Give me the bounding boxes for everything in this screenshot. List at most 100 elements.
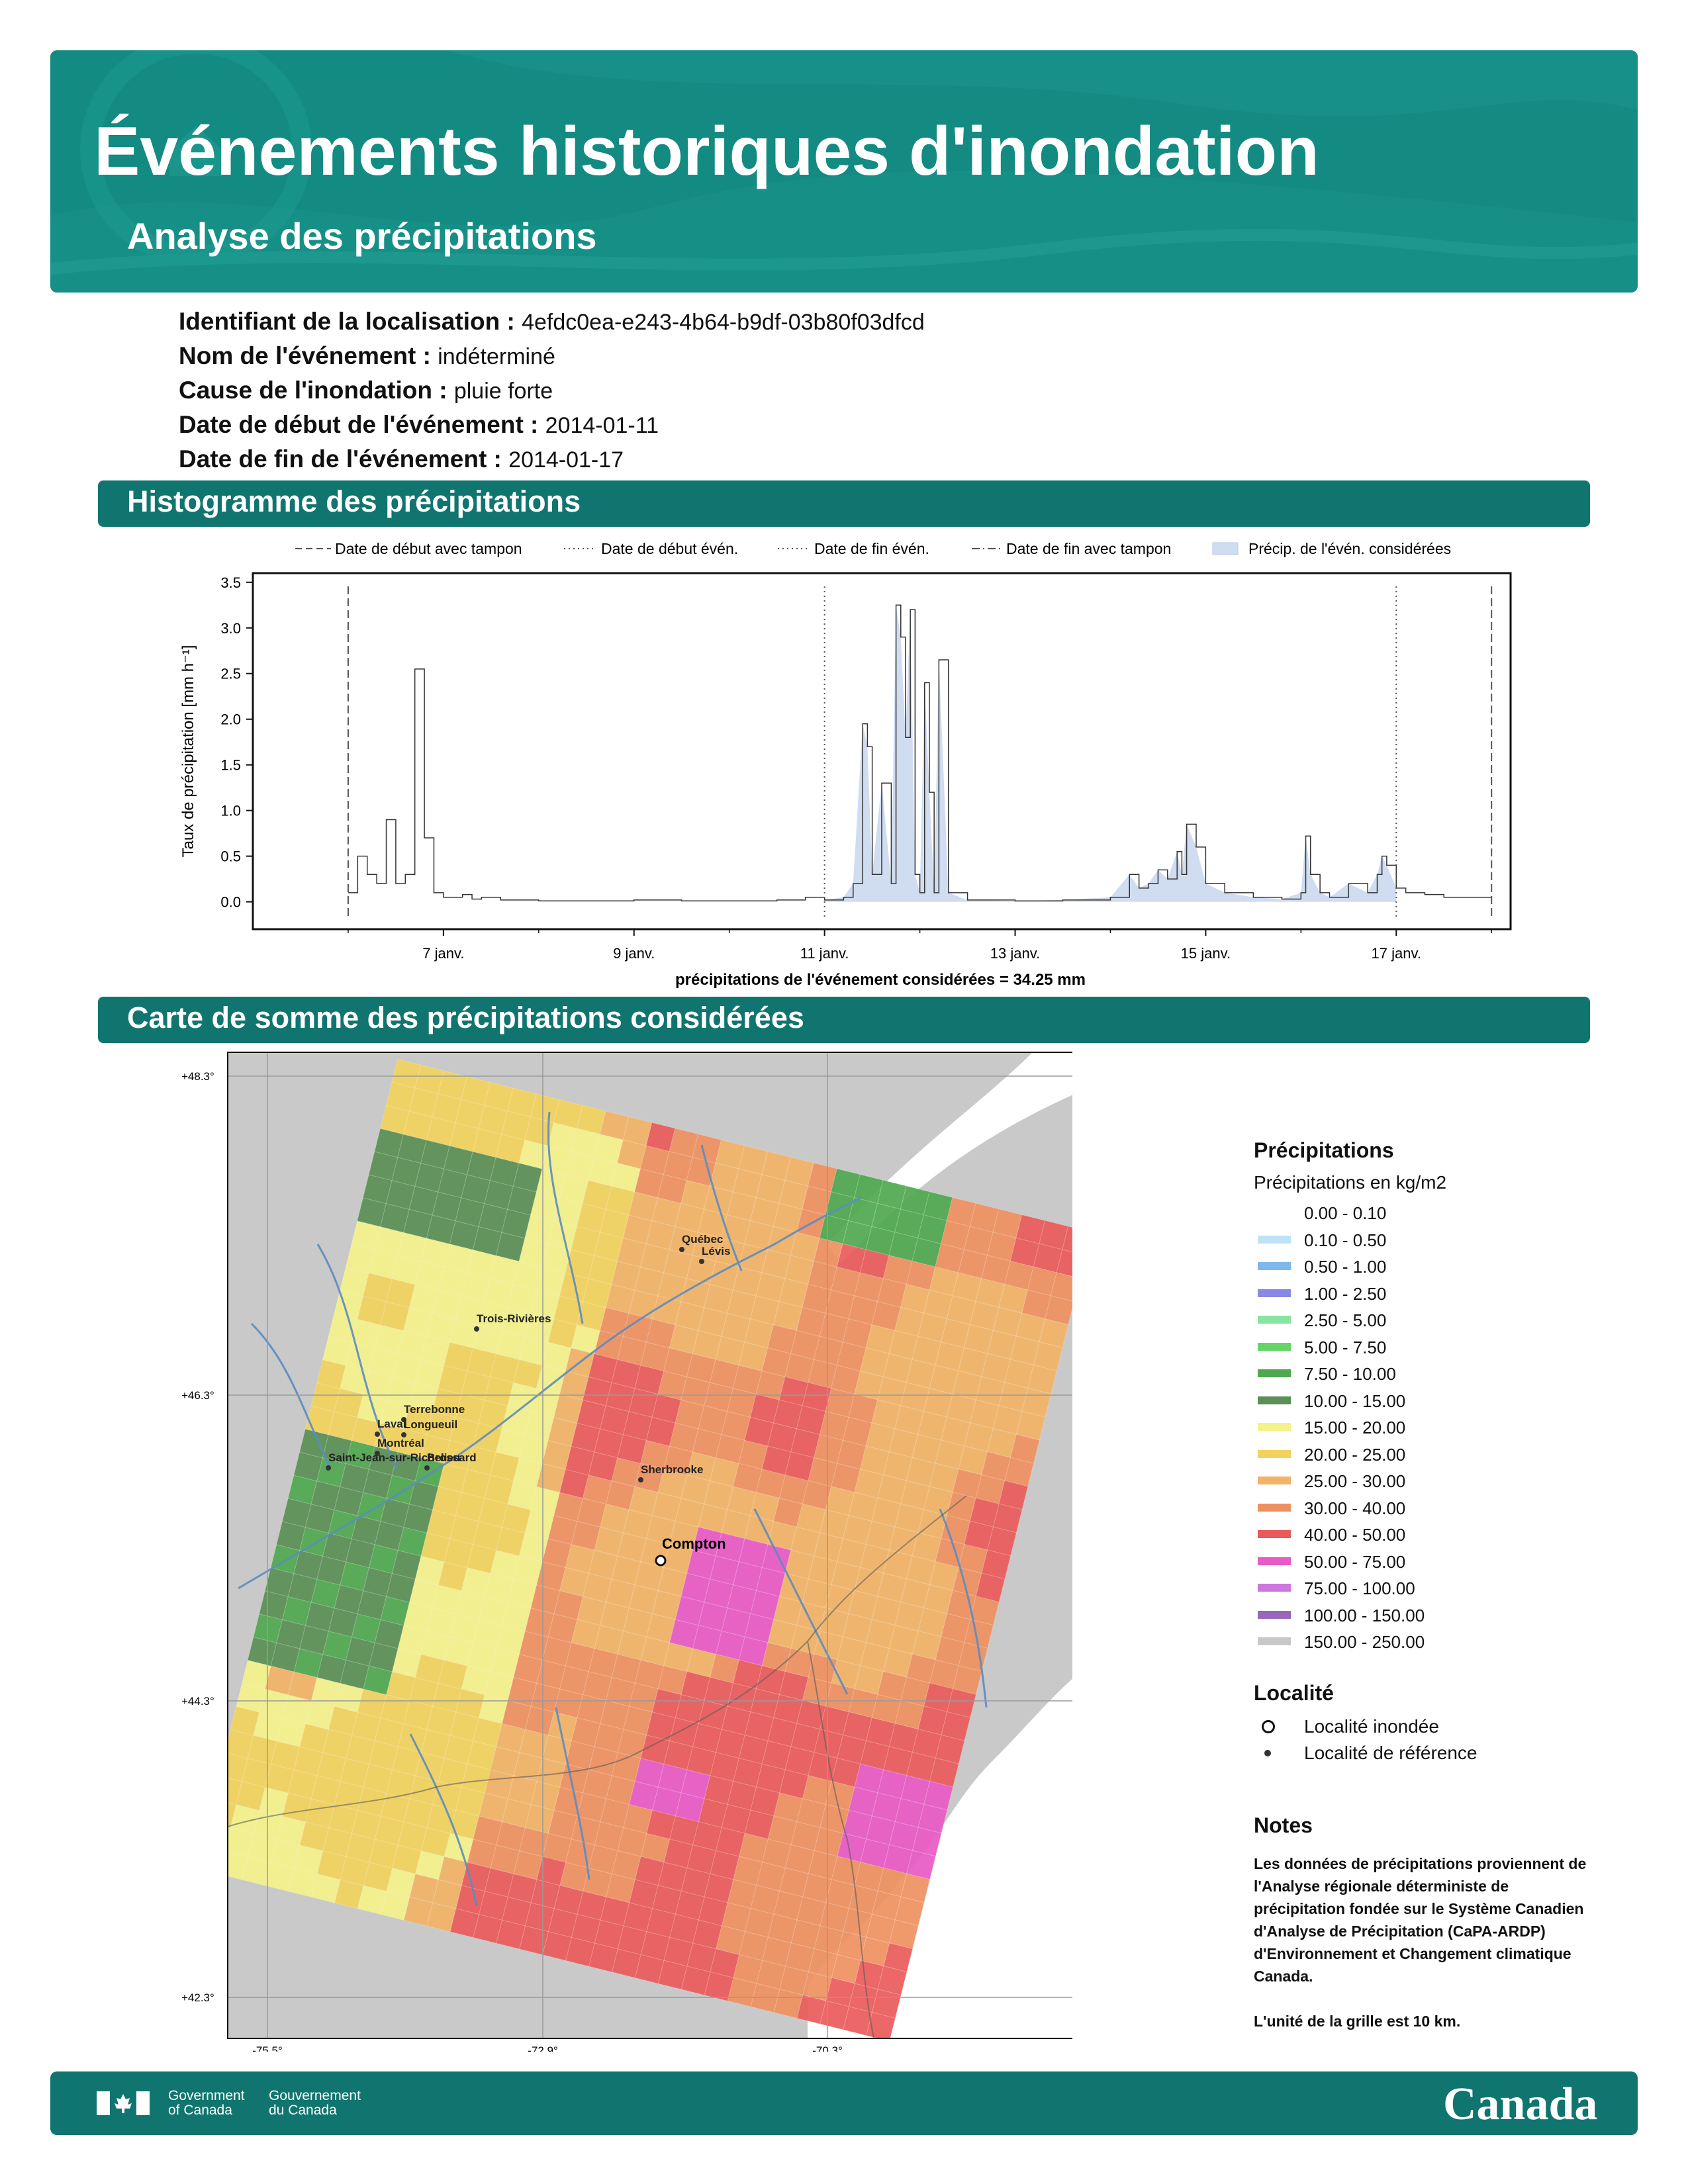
place-marker: [326, 1465, 331, 1471]
legend-item-label: 0.50 - 1.00: [1304, 1257, 1387, 1277]
gov-en: Government of Canada: [168, 2088, 245, 2118]
event-lines: [347, 586, 1493, 920]
legend-item-label: 10.00 - 15.00: [1304, 1390, 1406, 1411]
place-label: Terrebonne: [404, 1403, 465, 1416]
legend-swatch: [1258, 1530, 1291, 1538]
lon-label-75: -75.5°: [252, 2044, 283, 2052]
x-axis-label: précipitations de l'événement considérée…: [675, 971, 1086, 989]
flooded-place-marker: Compton: [655, 1535, 726, 1567]
legend-item: 75.00 - 100.00: [1254, 1575, 1624, 1602]
legend-swatch: [1258, 1449, 1291, 1458]
y-tick-label: 2.0: [220, 711, 241, 728]
place-label: Trois-Rivières: [477, 1312, 551, 1325]
gov-fr: Gouvernement du Canada: [269, 2088, 361, 2118]
y-tick-label: 3.0: [220, 620, 241, 637]
lat-label-44: +44.3°: [181, 1695, 214, 1707]
legend-swatch: [1258, 1423, 1291, 1431]
legend-item: 50.00 - 75.00: [1254, 1549, 1624, 1576]
x-tick-label: 7 janv.: [422, 945, 464, 962]
legend-label-start-buffer: Date de début avec tampon: [335, 540, 522, 557]
place-label: Laval: [377, 1418, 406, 1430]
page-title: Événements historiques d'inondation: [94, 113, 1319, 190]
x-axis: 7 janv. 9 janv. 11 janv. 13 janv. 15 janv. 17…: [348, 929, 1492, 962]
place-marker: [401, 1417, 406, 1422]
place-label: Québec: [682, 1233, 723, 1246]
legend-item: 2.50 - 5.00: [1254, 1307, 1624, 1334]
legend-item-label: 20.00 - 25.00: [1304, 1444, 1406, 1465]
legend-label-end-buffer: Date de fin avec tampon: [1006, 540, 1171, 557]
legend-item-label: 25.00 - 30.00: [1304, 1471, 1406, 1491]
legend-swatch: [1258, 1369, 1291, 1377]
notes-text: Les données de précipitations proviennen…: [1254, 1855, 1587, 1985]
legend-item-label: 150.00 - 250.00: [1304, 1632, 1425, 1652]
place-label: Sherbrooke: [641, 1463, 703, 1476]
legend-swatch: [1258, 1342, 1291, 1351]
page-footer: Government of Canada Gouvernement du Canad…: [50, 2071, 1638, 2135]
notes-grid: L'unité de la grille est 10 km.: [1254, 2013, 1461, 2030]
legend-item-label: 30.00 - 40.00: [1304, 1498, 1406, 1518]
legend-swatch: [1258, 1477, 1291, 1484]
legend-item: 0.00 - 0.10: [1254, 1200, 1624, 1227]
precipitation-histogram: Date de début avec tampon Date de début …: [179, 540, 1512, 989]
page-header: Événements historiques d'inondation Anal…: [50, 50, 1638, 293]
y-axis-label: Taux de précipitation [mm h⁻¹]: [179, 645, 197, 858]
place-marker: [375, 1432, 380, 1437]
legend-swatch: [1258, 1584, 1291, 1592]
legend-item: 0.10 - 0.50: [1254, 1227, 1624, 1254]
notes-title: Notes: [1254, 1813, 1313, 1837]
legend-swatch: [1258, 1262, 1291, 1270]
legend-item: 10.00 - 15.00: [1254, 1388, 1624, 1415]
legend-swatch: [1258, 1235, 1291, 1244]
legend-title: Précipitations: [1254, 1138, 1394, 1162]
legend-item: 1.00 - 2.50: [1254, 1281, 1624, 1308]
legend-item: 100.00 - 150.00: [1254, 1602, 1624, 1629]
legend-item-label: 5.00 - 7.50: [1304, 1337, 1387, 1357]
canada-flag-icon: [97, 2091, 150, 2115]
x-tick-label: 13 janv.: [990, 945, 1040, 962]
legend-item-label: 75.00 - 100.00: [1304, 1578, 1415, 1598]
legend-label-start-event: Date de début évén.: [601, 540, 738, 557]
legend-swatch: [1258, 1557, 1291, 1565]
legend-label-precip: Précip. de l'évén. considérées: [1248, 540, 1451, 557]
place-marker: [699, 1259, 704, 1264]
precipitation-grid: [196, 1058, 1072, 2038]
meta-row-end-date: Date de fin de l'événement : 2014-01-17: [179, 445, 624, 473]
place-marker: [474, 1326, 479, 1332]
lat-label-46: +46.3°: [181, 1389, 214, 1402]
legend-item-label: 7.50 - 10.00: [1304, 1364, 1396, 1384]
place-marker: [638, 1477, 643, 1482]
chart-legend: Date de début avec tampon Date de début …: [295, 540, 1451, 557]
place-marker: [679, 1247, 684, 1252]
legend-item: 40.00 - 50.00: [1254, 1522, 1624, 1549]
legend-item-label: 1.00 - 2.50: [1304, 1283, 1387, 1304]
lon-label-72: -72.9°: [528, 2044, 558, 2052]
header-wave-decoration: [50, 50, 1638, 293]
y-tick-label: 1.0: [220, 803, 241, 819]
locality-legend: Localité Localité inondée Localité de ré…: [1254, 1681, 1624, 1766]
meta-row-event-name: Nom de l'événement : indéterminé: [179, 342, 555, 369]
canada-wordmark: Canada: [1443, 2079, 1598, 2130]
place-marker: [375, 1451, 380, 1456]
notes: Notes Les données de précipitations prov…: [1254, 1813, 1598, 2032]
legend-item: 30.00 - 40.00: [1254, 1495, 1624, 1522]
place-marker: [401, 1432, 406, 1437]
lat-label-48: +48.3°: [181, 1070, 214, 1083]
y-tick-label: 1.5: [220, 757, 241, 774]
legend-item-label: 100.00 - 150.00: [1304, 1605, 1425, 1625]
section-histogram-title: Histogramme des précipitations: [98, 480, 1590, 527]
precip-legend: Précipitations Précipitations en kg/m2 0…: [1254, 1138, 1624, 1656]
place-label: Brossard: [427, 1451, 477, 1464]
legend-swatch: [1258, 1208, 1291, 1216]
legend-items: 0.00 - 0.10 0.10 - 0.50 0.50 - 1.00 1.00 - …: [1254, 1200, 1624, 1656]
legend-item-label: 0.10 - 0.50: [1304, 1230, 1387, 1250]
legend-item: 20.00 - 25.00: [1254, 1441, 1624, 1469]
x-tick-label: 11 janv.: [800, 945, 849, 962]
locality-flooded-item: Localité inondée: [1254, 1713, 1624, 1740]
legend-item: 7.50 - 10.00: [1254, 1361, 1624, 1388]
grid-cell: [196, 1845, 225, 1874]
meta-row-location-id: Identifiant de la localisation : 4efdc0e…: [179, 308, 925, 335]
legend-swatch: [1258, 1503, 1291, 1512]
legend-item: 15.00 - 20.00: [1254, 1414, 1624, 1441]
